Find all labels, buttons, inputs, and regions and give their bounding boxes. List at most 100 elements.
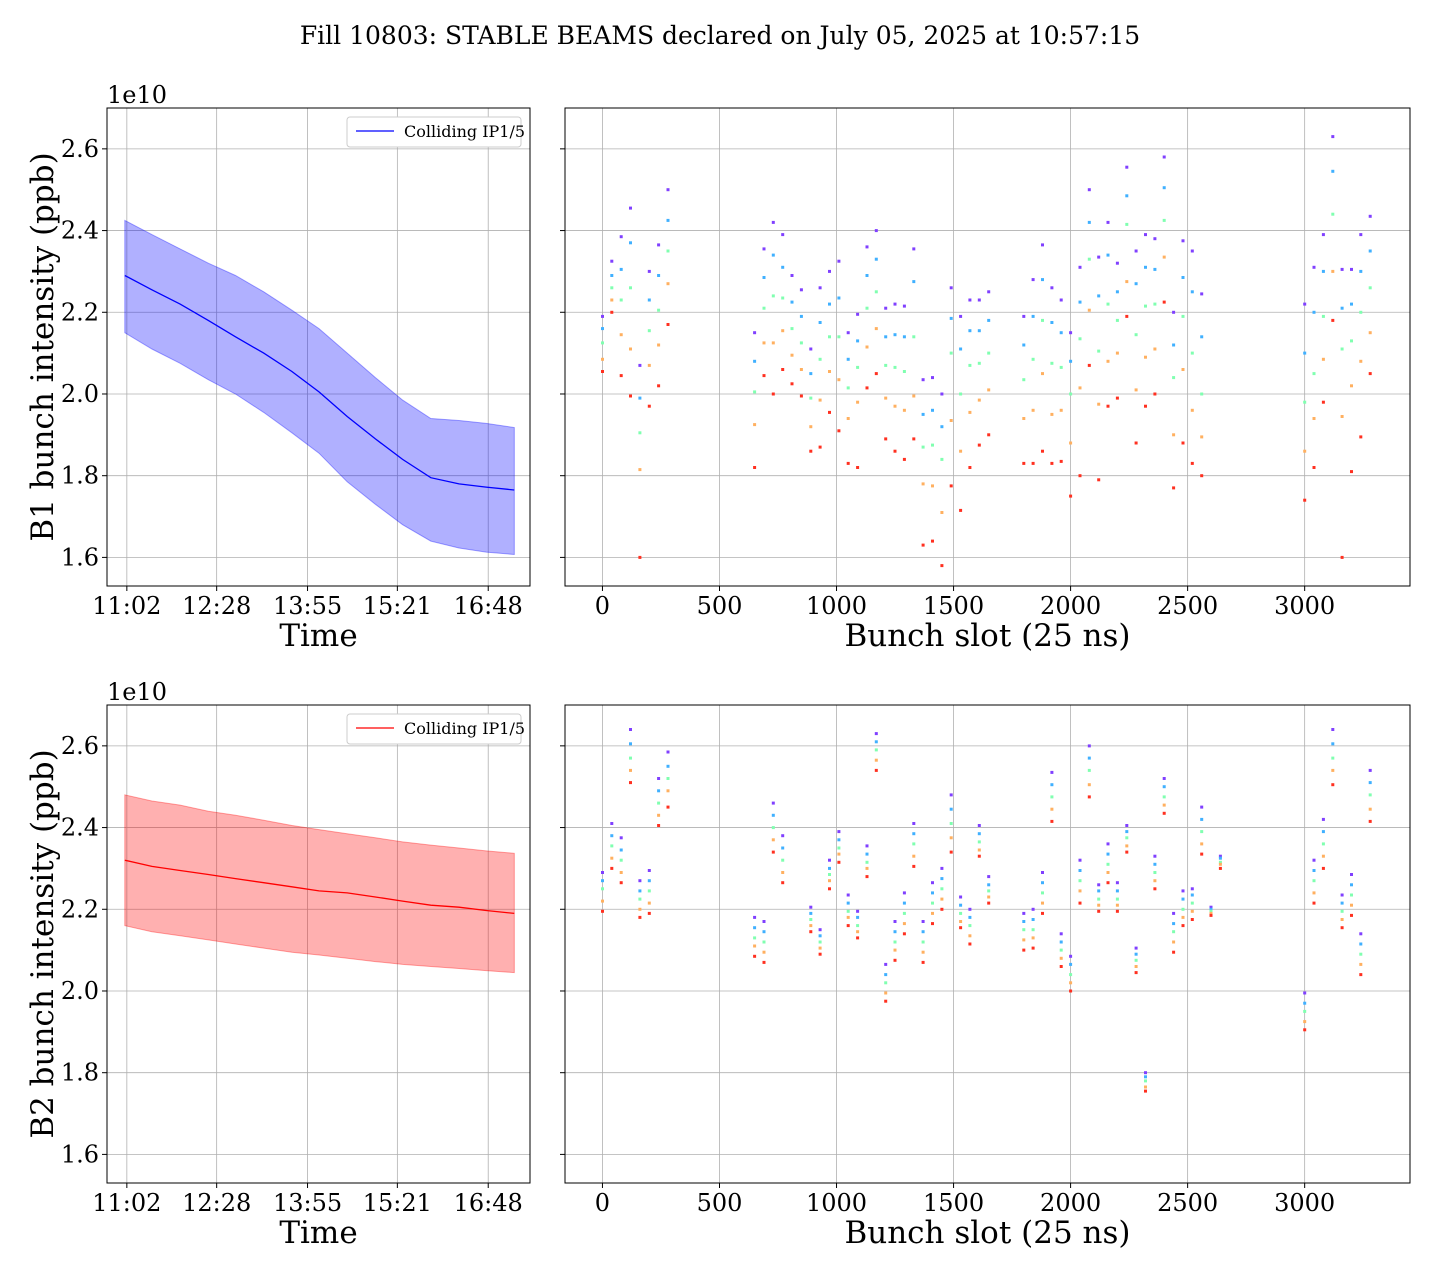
scatter-point xyxy=(874,229,878,233)
scatter-point xyxy=(1134,952,1138,956)
scatter-point xyxy=(1162,777,1166,780)
scatter-point xyxy=(1078,386,1082,390)
scatter-point xyxy=(865,306,869,310)
scatter-point xyxy=(940,425,944,429)
scatter-point xyxy=(856,312,860,316)
scatter-point xyxy=(884,335,888,339)
scatter-point xyxy=(619,858,623,862)
scatter-point xyxy=(1078,265,1082,269)
scatter-point xyxy=(949,850,953,854)
scatter-point xyxy=(619,881,623,885)
scatter-point xyxy=(977,854,981,858)
scatter-point xyxy=(1312,265,1316,269)
scatter-point xyxy=(949,484,953,488)
scatter-point xyxy=(1069,441,1073,445)
scatter-point xyxy=(601,887,604,891)
scatter-point xyxy=(1321,269,1325,273)
x-tick-label: 3000 xyxy=(1274,1189,1335,1217)
scatter-point xyxy=(629,394,632,398)
scatter-point xyxy=(1041,911,1044,915)
scatter-point xyxy=(828,410,831,414)
scatter-point xyxy=(987,388,991,392)
y-axis-ticks xyxy=(560,745,565,1155)
scatter-point xyxy=(1368,807,1372,811)
scatter-point xyxy=(1106,842,1110,846)
scatter-point xyxy=(921,482,925,486)
scatter-point xyxy=(1181,314,1185,318)
scatter-point xyxy=(1340,267,1344,271)
y-axis-offset-label: 1e10 xyxy=(107,678,167,706)
scatter-point xyxy=(1134,441,1138,445)
scatter-point xyxy=(1350,267,1353,271)
x-tick-label: 16:48 xyxy=(454,592,523,620)
scatter-point xyxy=(949,419,953,422)
scatter-point xyxy=(1097,402,1101,406)
scatter-point xyxy=(828,887,831,891)
scatter-point xyxy=(1125,222,1129,226)
scatter-point xyxy=(1200,435,1204,439)
scatter-point xyxy=(1078,901,1082,905)
scatter-point xyxy=(781,233,785,237)
y-tick-label: 2.2 xyxy=(61,895,99,923)
scatter-point xyxy=(893,948,897,952)
scatter-point xyxy=(647,889,651,893)
scatter-point xyxy=(1115,881,1119,885)
scatter-point xyxy=(601,314,604,318)
scatter-point xyxy=(771,813,775,817)
scatter-point xyxy=(884,437,888,441)
scatter-point xyxy=(921,940,925,944)
scatter-point xyxy=(902,370,906,373)
scatter-point xyxy=(619,267,623,271)
scatter-point xyxy=(1031,918,1035,921)
grid-lines xyxy=(565,705,1410,1183)
scatter-point xyxy=(865,386,869,390)
scatter-point xyxy=(601,341,604,345)
scatter-point xyxy=(902,922,906,926)
scatter-point xyxy=(1087,257,1091,261)
legend: Colliding IP1/5 xyxy=(346,116,525,148)
scatter-point xyxy=(987,875,991,879)
scatter-point xyxy=(931,408,934,412)
y-axis-offset-label: 1e10 xyxy=(107,81,167,109)
scatter-point xyxy=(610,298,614,302)
scatter-point xyxy=(1059,331,1063,335)
scatter-point xyxy=(1022,314,1026,318)
scatter-point xyxy=(874,768,878,772)
scatter-point xyxy=(828,370,831,373)
scatter-point xyxy=(828,873,831,876)
scatter-point xyxy=(790,353,794,357)
scatter-point xyxy=(1321,357,1325,361)
scatter-point xyxy=(1097,478,1101,482)
scatter-point xyxy=(762,950,766,954)
scatter-point xyxy=(1087,756,1091,760)
scatter-point xyxy=(865,860,869,864)
scatter-point xyxy=(968,329,972,333)
scatter-point xyxy=(1144,355,1147,359)
scatter-point xyxy=(1200,842,1204,846)
x-axis-ticks: 11:02 12:28 13:55 15:21 16:48 xyxy=(92,586,523,620)
scatter-point xyxy=(1359,942,1363,946)
scatter-point xyxy=(856,400,860,404)
scatter-point xyxy=(977,848,981,852)
scatter-point xyxy=(1041,372,1044,376)
x-tick-label: 11:02 xyxy=(92,592,161,620)
scatter-point xyxy=(846,901,850,905)
y-axis-ticks: 1.6 1.8 2.0 2.2 2.4 2.6 xyxy=(61,732,107,1168)
scatter-point xyxy=(1359,932,1363,936)
scatter-point xyxy=(846,893,850,897)
scatter-point xyxy=(1144,233,1147,237)
scatter-point xyxy=(987,901,991,905)
scatter-point xyxy=(1087,363,1091,367)
scatter-point xyxy=(1209,909,1213,913)
scatter-point xyxy=(1097,897,1101,901)
y-axis-label: B1 bunch intensity (ppb) xyxy=(25,152,61,541)
scatter-point xyxy=(1331,768,1335,772)
scatter-point xyxy=(762,341,766,345)
scatter-point xyxy=(1115,889,1119,893)
scatter-point xyxy=(949,316,953,320)
scatter-point xyxy=(1125,280,1129,284)
scatter-point xyxy=(856,909,860,913)
panel-b1-intensity-vs-bunch-slot: 0 500 1000 1500 2000 2500 3000 Bunch slot (25 … xyxy=(560,107,1411,654)
scatter-point xyxy=(1350,384,1353,388)
scatter-point xyxy=(790,274,794,277)
